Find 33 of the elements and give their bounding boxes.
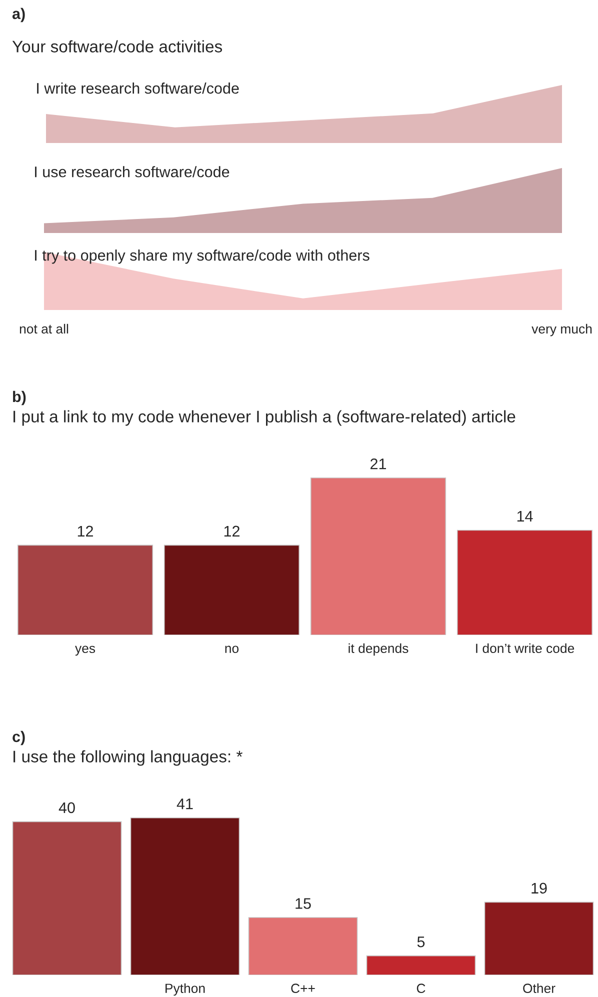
chart-title: b) [13,390,26,406]
chart-subtitle: I use the following languages: * [14,750,242,766]
bar [366,955,476,975]
data-label: 40 [58,802,75,814]
x-tick-label: I don’t write code [476,643,574,654]
data-label: 12 [78,526,93,536]
x-tick-label: not at all [20,324,68,334]
data-label: 5 [417,936,425,948]
data-label: 19 [532,882,547,894]
bar [484,902,594,975]
chart-subtitle: Your software/code activities [12,40,222,52]
x-tick-label: C [416,984,426,994]
bar [130,817,240,975]
bar [248,917,358,975]
data-label: 14 [517,511,533,522]
annotation: I write research software/code [37,82,239,94]
x-tick-label: very much [532,324,592,336]
x-tick-label: Python [166,983,205,996]
bar [12,821,122,975]
annotation: I try to openly share my software/code with others [35,250,370,264]
x-tick-label: no [225,646,239,654]
chart-title: c) [12,730,25,746]
annotation: I use research software/code [35,166,230,178]
x-tick-label: yes [75,646,96,656]
data-label: 41 [176,798,193,810]
data-label: 15 [296,898,311,909]
chart-subtitle: I put a link to my code whenever I publish a (software-related) article [14,410,516,426]
x-tick-label: C++ [291,984,315,994]
data-label: 21 [370,458,386,470]
x-tick-label: it depends [348,643,408,656]
chart-title: a) [12,8,25,22]
data-label: 12 [224,526,240,536]
x-tick-label: Other [523,983,556,994]
